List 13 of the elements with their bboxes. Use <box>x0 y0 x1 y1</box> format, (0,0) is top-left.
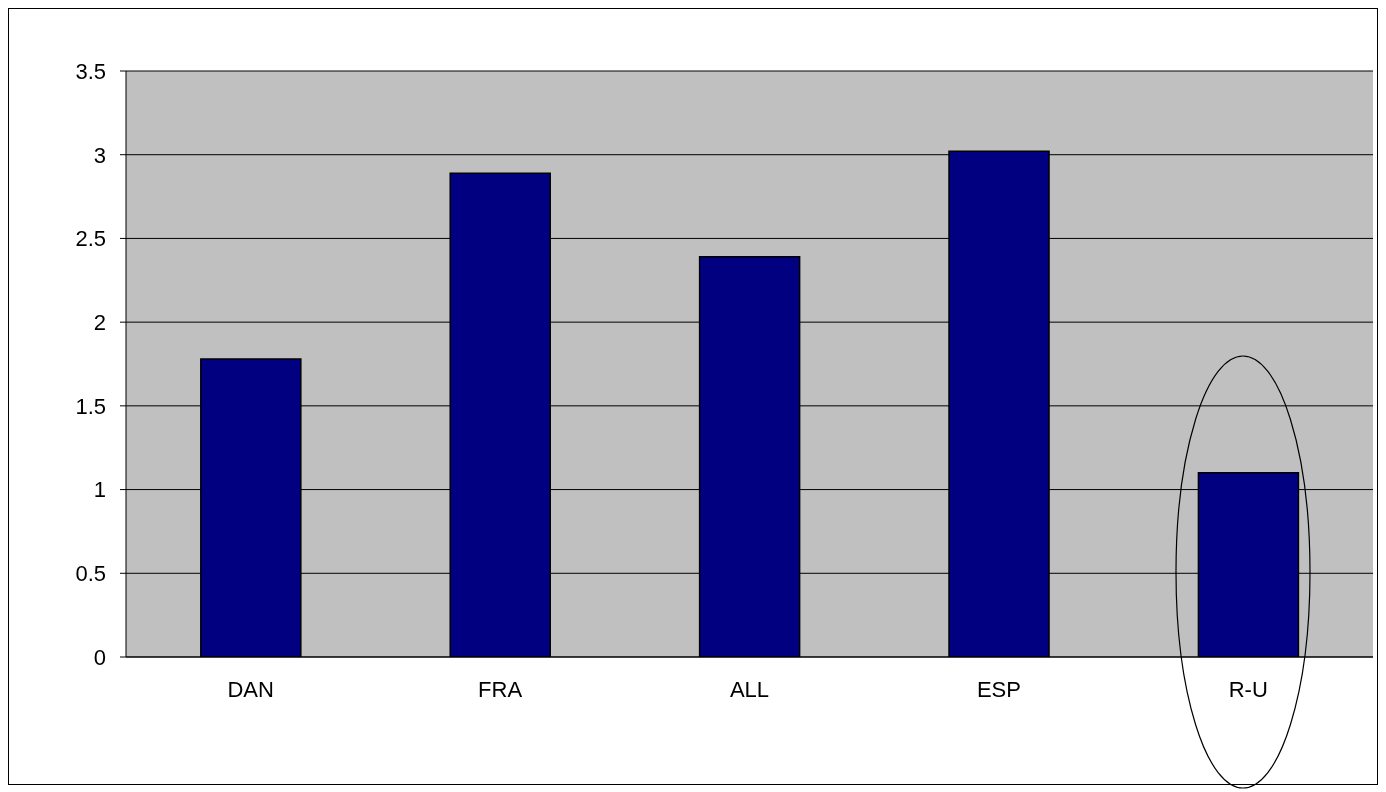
x-tick-label: R-U <box>1228 676 1268 702</box>
y-tick-label: 3.5 <box>75 58 106 84</box>
y-tick-label: 2.5 <box>75 226 106 252</box>
y-tick-label: 1.5 <box>75 393 106 419</box>
y-tick-label: 0 <box>93 644 106 670</box>
y-tick-label: 0.5 <box>75 561 106 587</box>
y-tick-label: 1 <box>93 477 106 503</box>
x-tick-label: ALL <box>729 676 770 702</box>
y-tick-label: 2 <box>93 309 106 335</box>
y-tick-label: 3 <box>93 142 106 168</box>
x-tick-label: DAN <box>227 676 274 702</box>
x-tick-label: FRA <box>478 676 523 702</box>
x-tick-label: ESP <box>976 676 1021 702</box>
